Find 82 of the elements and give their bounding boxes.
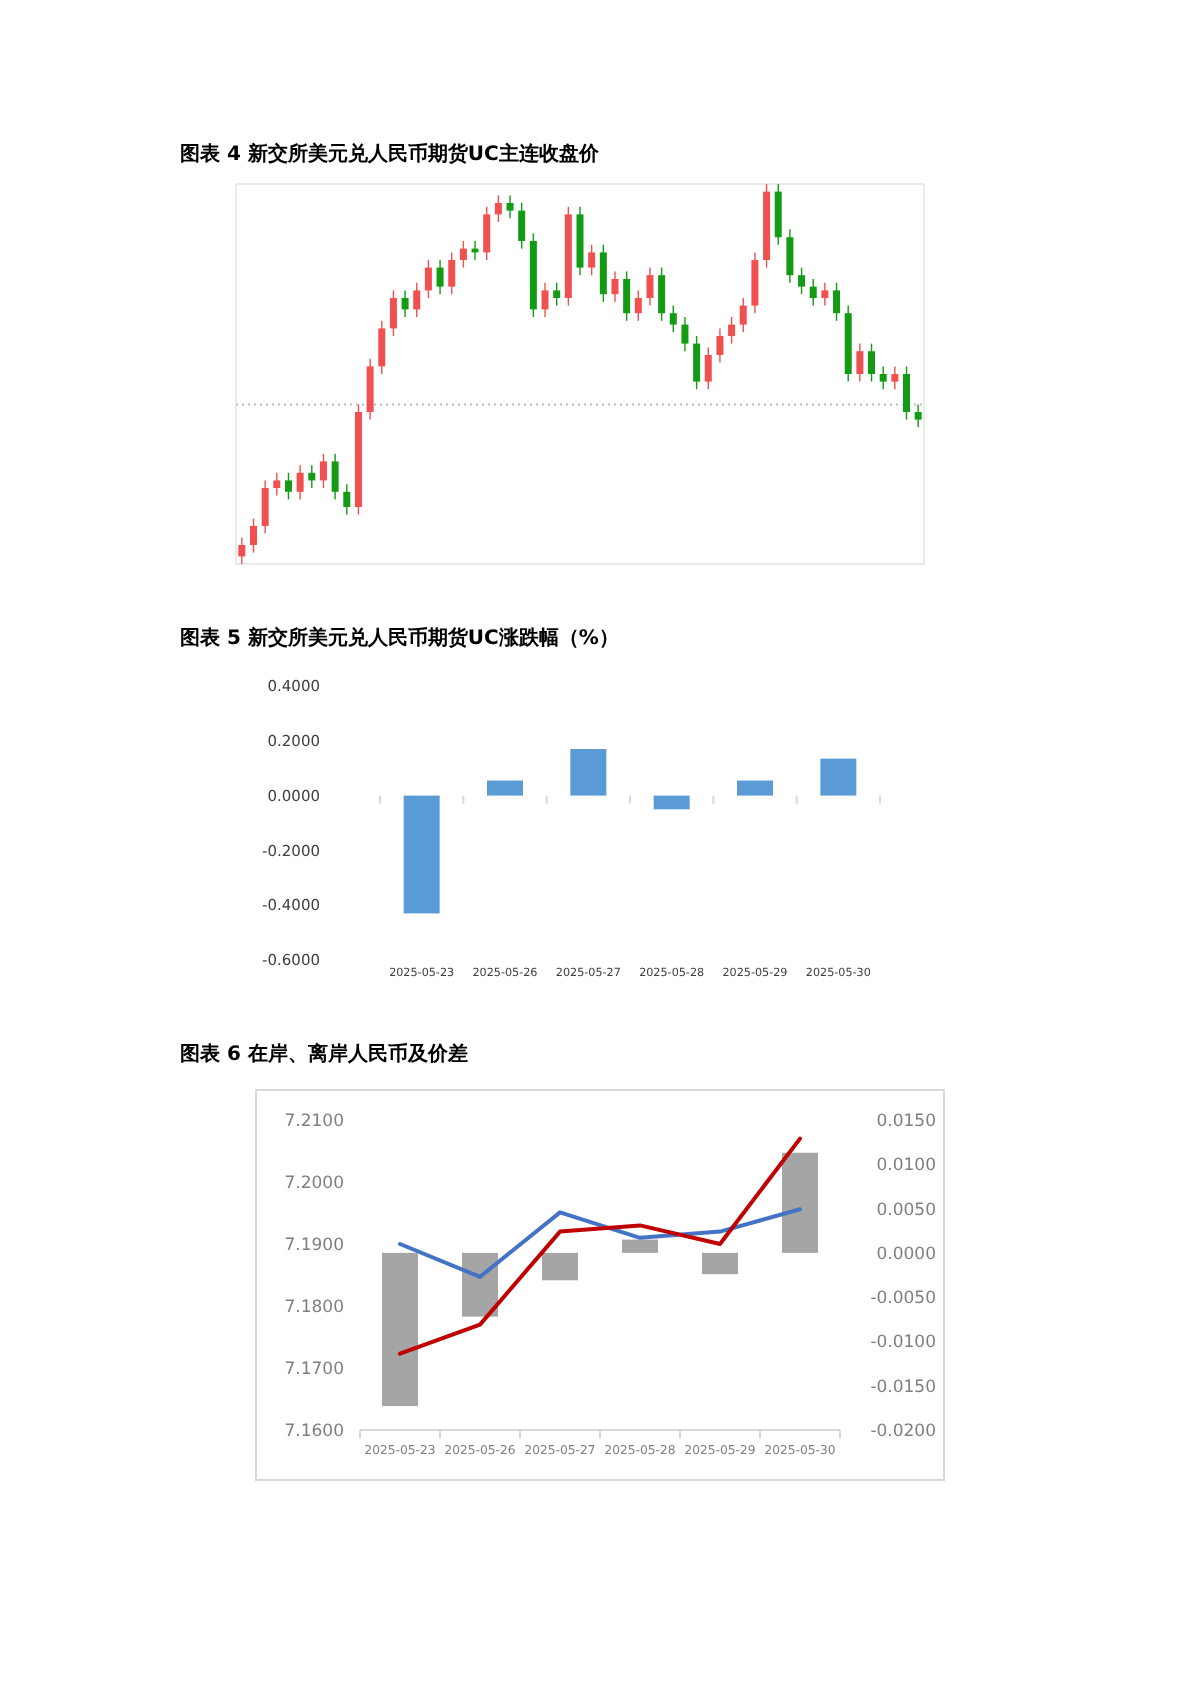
candlestick	[238, 536, 246, 565]
candlestick	[389, 289, 397, 337]
candlestick	[588, 244, 596, 276]
candlestick	[914, 403, 922, 428]
y2-tick-label: 0.0100	[876, 1156, 936, 1177]
candlestick	[343, 483, 351, 516]
candlestick	[284, 472, 292, 501]
candlestick	[786, 228, 794, 284]
y-tick-label: 7.2100	[284, 1111, 344, 1132]
y2-tick-label: -0.0050	[870, 1289, 936, 1310]
candlestick	[833, 282, 841, 322]
candlestick	[308, 464, 316, 489]
candlestick	[448, 251, 456, 295]
candlestick	[424, 259, 432, 299]
bar	[542, 1252, 578, 1281]
y2-tick-label: -0.0200	[870, 1421, 936, 1442]
candlestick	[366, 358, 374, 421]
y2-tick-label: 0.0000	[876, 1244, 936, 1265]
candlestick	[856, 342, 864, 383]
candlestick	[506, 194, 514, 219]
candlestick	[704, 346, 712, 390]
candlestick	[903, 365, 911, 421]
candlestick	[541, 282, 549, 318]
candlestick	[319, 453, 327, 489]
line-series	[398, 1207, 802, 1279]
candlestick	[658, 266, 666, 322]
candlestick	[798, 266, 806, 295]
candlestick	[249, 517, 257, 554]
bar	[653, 795, 690, 810]
candlestick	[669, 304, 677, 333]
y-tick-label: 7.1700	[284, 1359, 344, 1380]
line-series	[398, 1136, 802, 1356]
y2-tick-label: -0.0100	[870, 1333, 936, 1354]
candlestick	[378, 320, 386, 375]
candlestick	[739, 297, 747, 333]
candlestick	[331, 453, 339, 501]
candlestick	[483, 206, 491, 261]
chart-title: 图表 6 在岸、离岸人民币及价差	[180, 1042, 468, 1066]
y-tick-label: 7.1800	[284, 1297, 344, 1318]
candlestick	[494, 194, 502, 223]
bar	[382, 1252, 418, 1407]
y-tick-label: 7.1600	[284, 1421, 344, 1442]
candlestick	[891, 365, 899, 390]
bar	[403, 795, 440, 914]
candlestick	[821, 282, 829, 307]
bar	[702, 1252, 738, 1275]
candlestick	[296, 464, 304, 501]
candlestick	[401, 289, 409, 318]
candlestick	[716, 327, 724, 364]
y2-tick-label: 0.0050	[876, 1200, 936, 1221]
bar	[570, 749, 607, 796]
candlestick	[611, 270, 619, 303]
candlestick	[751, 251, 759, 314]
candlestick	[623, 270, 631, 322]
y-tick-label: 7.1900	[284, 1235, 344, 1256]
candlestick	[646, 266, 654, 307]
bar	[737, 780, 773, 796]
candlestick	[634, 289, 642, 322]
candlestick	[273, 472, 281, 497]
candlestick	[599, 244, 607, 303]
candlestick	[413, 282, 421, 318]
bar	[820, 758, 857, 796]
candlestick	[809, 278, 817, 307]
candlestick	[681, 316, 689, 352]
y2-tick-label: 0.0150	[876, 1111, 936, 1132]
bar	[487, 780, 523, 796]
chart-title: 图表 5 新交所美元兑人民币期货UC涨跌幅（%）	[180, 626, 619, 650]
candlestick	[774, 183, 782, 246]
candlestick	[436, 259, 444, 295]
bar	[622, 1239, 658, 1253]
candlestick	[728, 316, 736, 345]
candlestick	[518, 202, 526, 250]
candlestick	[459, 240, 467, 269]
candlestick	[868, 342, 876, 383]
candlestick	[693, 335, 701, 390]
chart-title: 图表 4 新交所美元兑人民币期货UC主连收盘价	[180, 142, 601, 166]
bar	[782, 1152, 818, 1253]
candlestick	[553, 282, 561, 307]
candlestick	[879, 365, 887, 390]
candlestick	[261, 479, 269, 535]
y2-tick-label: -0.0150	[870, 1377, 936, 1398]
y-tick-label: 7.2000	[284, 1173, 344, 1194]
